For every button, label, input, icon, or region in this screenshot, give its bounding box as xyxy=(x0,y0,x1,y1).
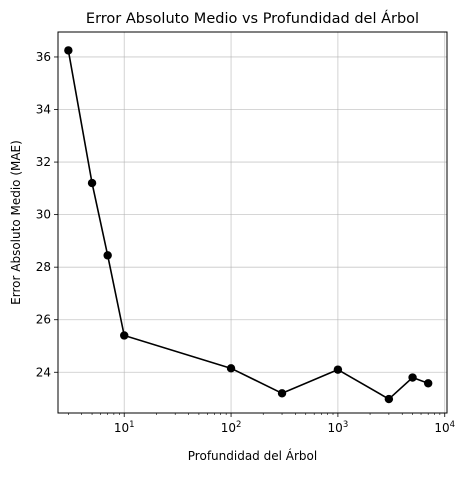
data-point xyxy=(103,251,112,260)
data-point xyxy=(408,373,417,382)
x-tick-label: 103 xyxy=(328,420,349,435)
data-point xyxy=(423,379,433,388)
x-tick-label-base: 10 xyxy=(328,421,343,435)
data-point xyxy=(64,46,73,55)
series-line xyxy=(67,50,429,400)
data-point xyxy=(87,178,97,188)
data-point xyxy=(384,394,394,404)
y-tick-label: 24 xyxy=(36,365,51,379)
y-axis: 24 26 28 30 32 34 36 xyxy=(36,50,58,379)
data-point xyxy=(226,364,236,373)
y-tick-label: 28 xyxy=(36,260,51,274)
x-axis: 101 102 103 104 xyxy=(68,413,455,435)
x-tick-label-base: 10 xyxy=(434,421,449,435)
y-tick-label: 34 xyxy=(36,103,51,117)
x-tick-label-base: 10 xyxy=(114,421,129,435)
data-point xyxy=(333,365,343,374)
x-tick-label-exponent: 2 xyxy=(236,420,241,430)
data-point xyxy=(120,331,129,340)
x-axis-label: Profundidad del Árbol xyxy=(188,448,317,463)
x-tick-label: 101 xyxy=(114,420,135,435)
series-layer xyxy=(64,46,433,404)
x-tick-label-base: 10 xyxy=(221,421,236,435)
y-tick-label: 30 xyxy=(36,208,51,222)
x-tick-label-exponent: 3 xyxy=(343,420,348,430)
y-tick-label: 36 xyxy=(36,50,51,64)
x-tick-label-exponent: 4 xyxy=(450,420,455,430)
x-tick-label-exponent: 1 xyxy=(129,420,134,430)
x-tick-label: 104 xyxy=(434,420,455,435)
data-point xyxy=(277,389,287,398)
y-axis-label: Error Absoluto Medio (MAE) xyxy=(9,140,23,305)
y-tick-label: 26 xyxy=(36,313,51,327)
chart-title: Error Absoluto Medio vs Profundidad del … xyxy=(86,10,419,27)
grid xyxy=(58,32,447,413)
y-tick-label: 32 xyxy=(36,155,51,169)
x-tick-label: 102 xyxy=(221,420,242,435)
plot-frame xyxy=(57,31,448,414)
